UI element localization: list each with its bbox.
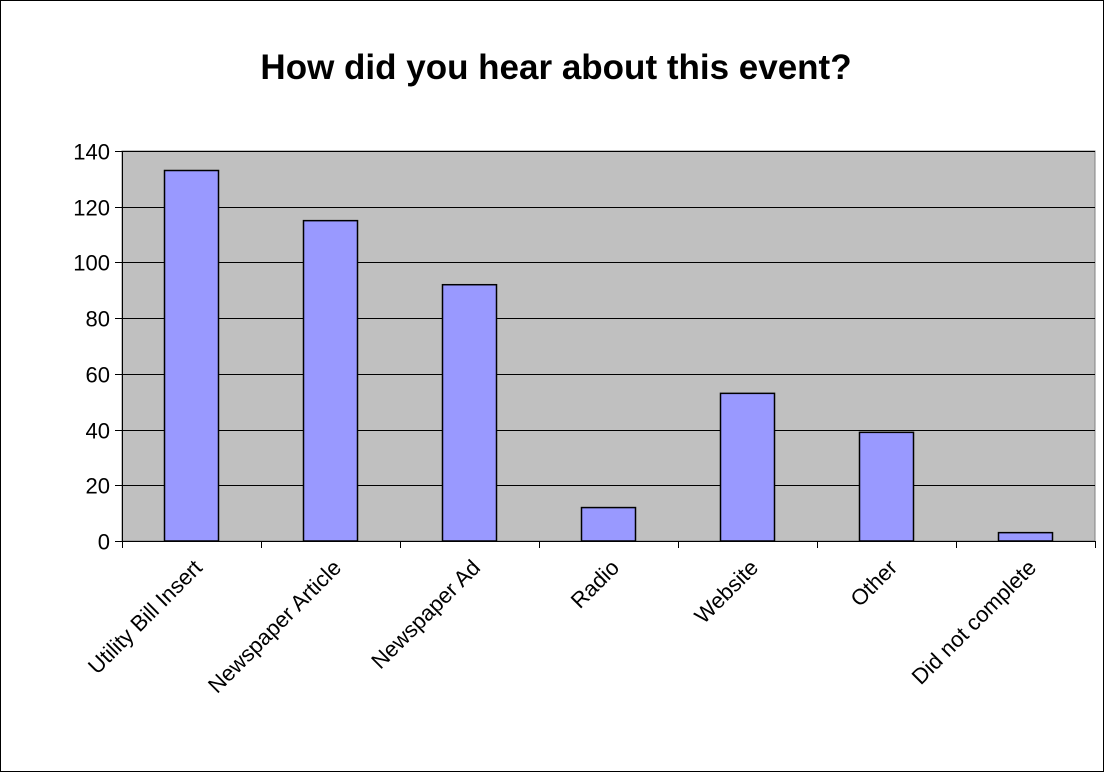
y-tick-label: 20 (86, 474, 110, 499)
x-tick-label: Website (689, 555, 763, 629)
bar (163, 169, 220, 542)
chart-title: How did you hear about this event? (260, 48, 851, 87)
plot-background (121, 150, 1096, 542)
bar (997, 531, 1054, 542)
bar (858, 431, 915, 542)
y-tick-label: 0 (98, 530, 110, 555)
bar (302, 219, 359, 542)
y-tick-label: 40 (86, 419, 110, 444)
x-tick-label: Utility Bill Insert (83, 555, 207, 679)
bar (580, 506, 637, 542)
x-tick-label: Radio (566, 555, 624, 613)
x-tick-label: Newspaper Ad (366, 555, 485, 674)
x-tick-label: Other (845, 555, 902, 612)
x-tick-label: Did not complete (907, 555, 1041, 689)
y-tick-label: 140 (73, 140, 110, 165)
y-tick-label: 100 (73, 251, 110, 276)
bar (719, 392, 776, 542)
y-tick-label: 80 (86, 307, 110, 332)
y-tick-label: 120 (73, 196, 110, 221)
bar (441, 283, 498, 542)
x-tick-label: Newspaper Article (203, 555, 346, 698)
y-tick-label: 60 (86, 363, 110, 388)
